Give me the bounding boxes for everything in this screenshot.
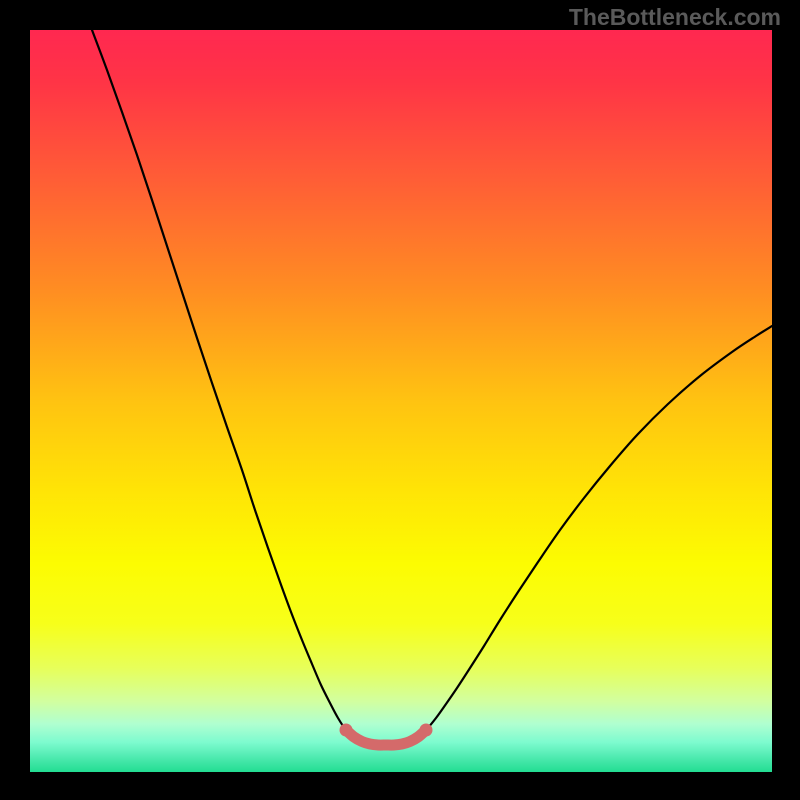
bottom-highlight-stroke bbox=[346, 730, 426, 745]
watermark-text: TheBottleneck.com bbox=[569, 4, 781, 31]
chart-frame: TheBottleneck.com bbox=[0, 0, 800, 800]
bottleneck-curve bbox=[92, 30, 772, 745]
bottom-highlight-dot-left bbox=[340, 724, 353, 737]
curve-layer bbox=[0, 0, 800, 800]
bottom-highlight-dot-right bbox=[420, 724, 433, 737]
